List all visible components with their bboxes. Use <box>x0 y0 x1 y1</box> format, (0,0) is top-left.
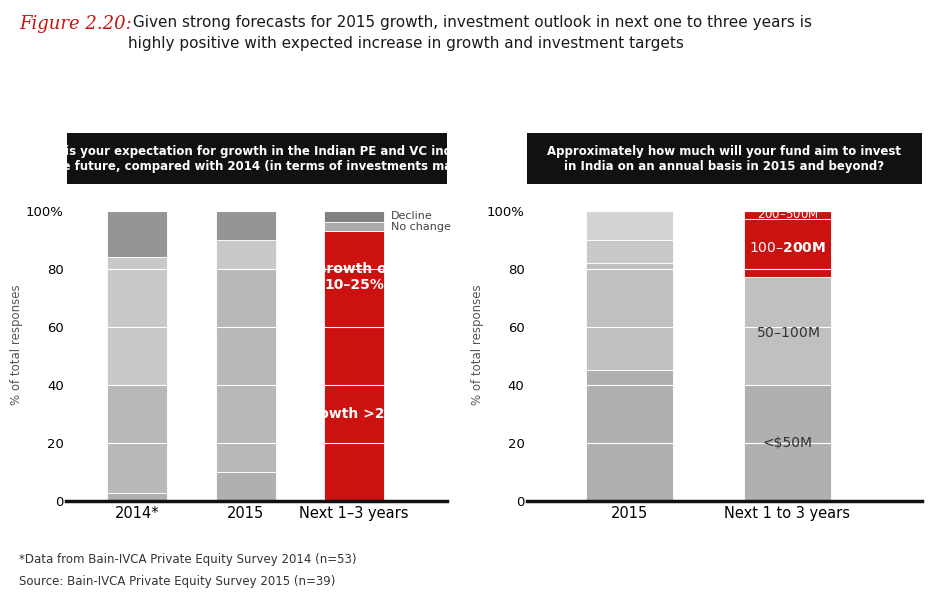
Text: <$50M: <$50M <box>763 436 812 450</box>
Text: $100–$200M: $100–$200M <box>749 242 826 255</box>
Text: Decline: Decline <box>390 211 432 221</box>
Bar <box>586 263 674 370</box>
Bar <box>324 231 384 327</box>
Y-axis label: % of total responses: % of total responses <box>471 284 484 405</box>
Text: What is your expectation for growth in the Indian PE and VC industry
in the futu: What is your expectation for growth in t… <box>27 144 486 173</box>
Bar <box>324 327 384 501</box>
Bar <box>107 385 167 493</box>
Bar <box>107 493 167 501</box>
Text: *Data from Bain-IVCA Private Equity Survey 2014 (n=53): *Data from Bain-IVCA Private Equity Surv… <box>19 553 356 566</box>
Text: Source: Bain-IVCA Private Equity Survey 2015 (n=39): Source: Bain-IVCA Private Equity Survey … <box>19 575 335 588</box>
Text: Growth of
10–25%: Growth of 10–25% <box>315 262 393 292</box>
Bar <box>744 219 831 277</box>
Text: Given strong forecasts for 2015 growth, investment outlook in next one to three : Given strong forecasts for 2015 growth, … <box>128 15 812 51</box>
Bar <box>324 222 384 231</box>
Bar <box>216 472 276 501</box>
Bar <box>586 211 674 240</box>
Bar <box>107 257 167 385</box>
Text: Approximately how much will your fund aim to invest
in India on an annual basis : Approximately how much will your fund ai… <box>547 144 902 173</box>
Bar <box>324 211 384 222</box>
Text: No change: No change <box>390 222 450 231</box>
Text: Growth >25%: Growth >25% <box>300 407 408 421</box>
Bar <box>216 240 276 269</box>
Bar <box>744 385 831 501</box>
Bar <box>107 211 167 257</box>
Text: Figure 2.20:: Figure 2.20: <box>19 15 132 33</box>
Y-axis label: % of total responses: % of total responses <box>10 284 23 405</box>
Bar <box>744 211 831 219</box>
Bar <box>744 277 831 385</box>
Bar <box>586 370 674 501</box>
Bar <box>586 240 674 263</box>
Text: $50–$100M: $50–$100M <box>755 326 819 339</box>
Text: $200–$500M: $200–$500M <box>756 208 818 222</box>
Bar <box>216 269 276 472</box>
Bar <box>216 211 276 240</box>
